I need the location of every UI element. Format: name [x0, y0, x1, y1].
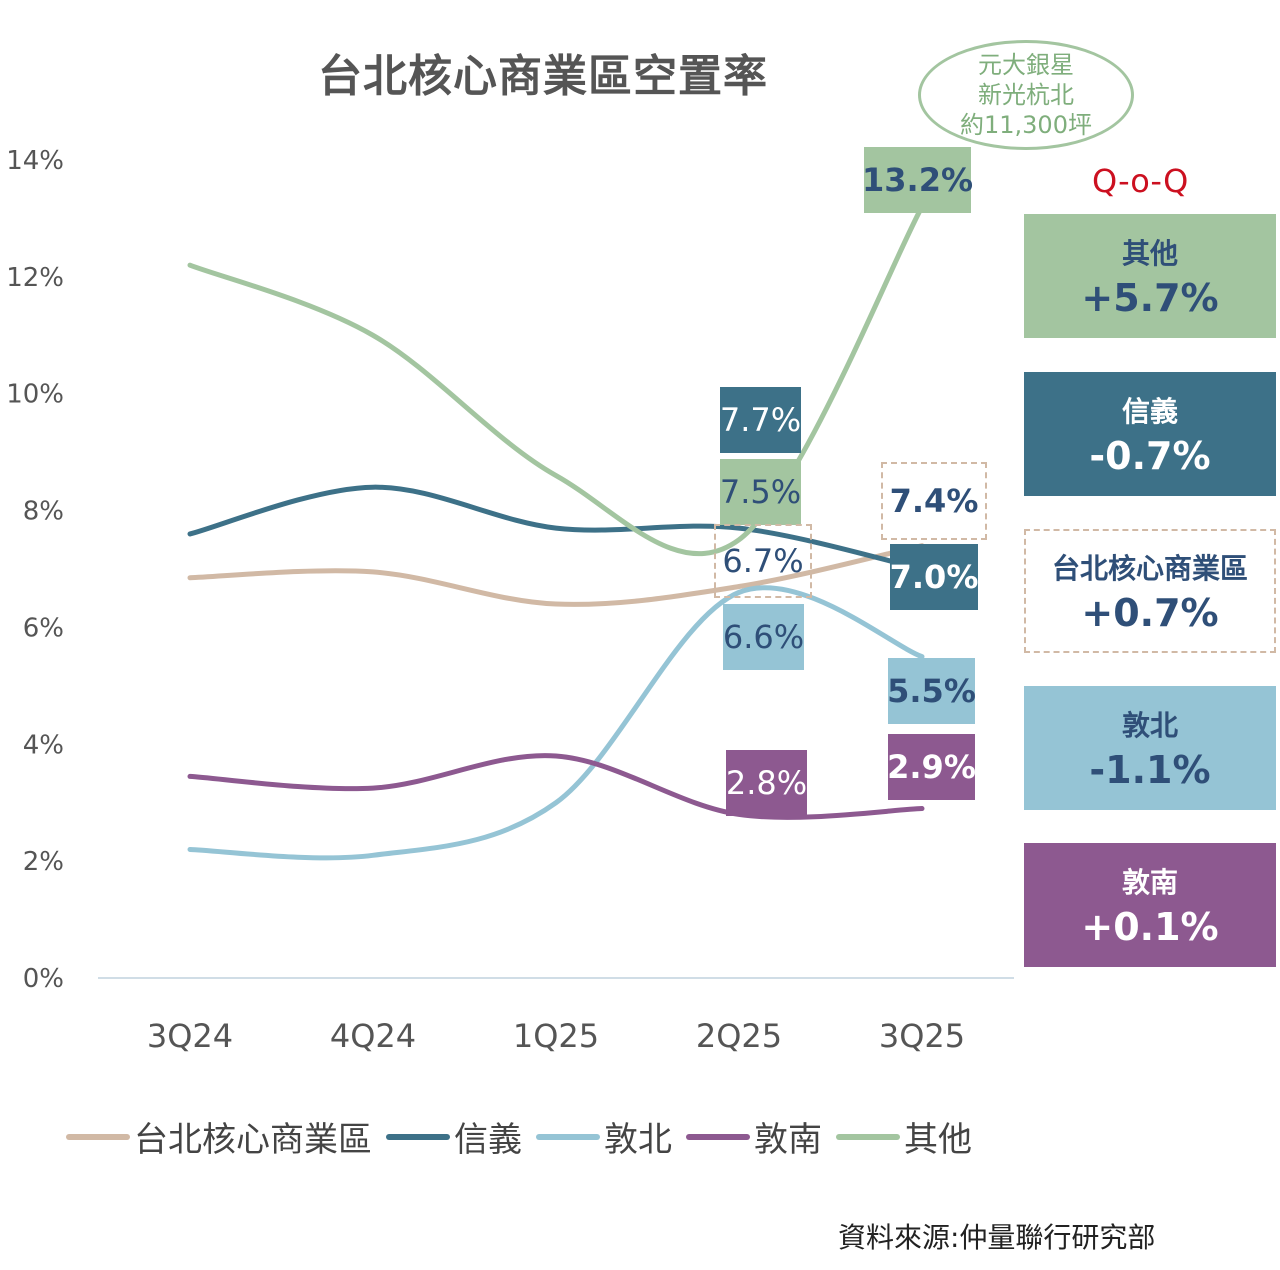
data-label-other-2q25: 7.5%: [720, 459, 801, 525]
data-label-xinyi-3q25: 7.0%: [890, 544, 978, 610]
qoq-value: +0.1%: [1081, 905, 1219, 949]
legend: 台北核心商業區 信義 敦北 敦南 其他: [66, 1112, 986, 1161]
annotation-bubble: 元大銀星 新光杭北 約11,300坪: [918, 40, 1134, 150]
y-tick-label: 12%: [6, 263, 64, 293]
legend-label: 敦南: [754, 1120, 822, 1160]
legend-label: 敦北: [604, 1120, 672, 1160]
legend-swatch: [66, 1133, 130, 1140]
qoq-name: 其他: [1121, 237, 1178, 270]
legend-item: 信義: [386, 1112, 522, 1161]
data-label-core-3q25: 7.4%: [881, 462, 987, 540]
qoq-value: -1.1%: [1089, 748, 1211, 792]
qoq-box-xinyi: 信義 -0.7%: [1024, 372, 1276, 496]
legend-label: 其他: [904, 1120, 972, 1160]
data-label-xinyi-2q25: 7.7%: [720, 387, 801, 453]
data-label-dunbei-3q25: 5.5%: [887, 658, 976, 724]
qoq-box-other: 其他 +5.7%: [1024, 214, 1276, 338]
qoq-box-dunbei: 敦北 -1.1%: [1024, 686, 1276, 810]
x-tick-label: 2Q25: [696, 1017, 782, 1055]
y-tick-label: 2%: [23, 847, 64, 877]
data-label-core-2q25: 6.7%: [714, 524, 812, 598]
series-line-敦北: [187, 585, 925, 861]
legend-item: 其他: [836, 1112, 972, 1161]
y-tick-label: 8%: [23, 497, 64, 527]
data-label-dunbei-2q25: 6.6%: [723, 604, 804, 670]
y-tick-label: 10%: [6, 380, 64, 410]
x-tick-label: 1Q25: [513, 1017, 599, 1055]
chart-title: 台北核心商業區空置率: [318, 51, 768, 102]
qoq-name: 敦南: [1121, 866, 1178, 899]
annotation-line: 新光杭北: [978, 81, 1074, 109]
data-label-other-3q25: 13.2%: [862, 147, 973, 213]
x-tick-label: 3Q24: [147, 1017, 233, 1055]
annotation-line: 約11,300坪: [960, 111, 1092, 139]
legend-swatch: [386, 1133, 450, 1140]
legend-item: 台北核心商業區: [66, 1112, 372, 1161]
qoq-box-dunnan: 敦南 +0.1%: [1024, 843, 1276, 967]
data-label-dunnan-3q25: 2.9%: [887, 734, 976, 800]
source-note: 資料來源:仲量聯行研究部: [838, 1221, 1156, 1254]
legend-swatch: [686, 1133, 750, 1140]
y-tick-label: 0%: [23, 964, 64, 994]
legend-swatch: [536, 1133, 600, 1140]
x-tick-label: 4Q24: [330, 1017, 416, 1055]
legend-label: 信義: [454, 1120, 522, 1160]
y-tick-label: 4%: [23, 730, 64, 760]
legend-item: 敦南: [686, 1112, 822, 1161]
qoq-name: 台北核心商業區: [1051, 552, 1248, 585]
qoq-value: -0.7%: [1089, 434, 1211, 478]
series-line-敦南: [187, 753, 925, 820]
x-tick-label: 3Q25: [879, 1017, 965, 1055]
qoq-name: 敦北: [1121, 709, 1178, 742]
qoq-title: Q-o-Q: [1092, 162, 1189, 200]
data-label-dunnan-2q25: 2.8%: [726, 750, 807, 816]
legend-label: 台北核心商業區: [134, 1120, 372, 1160]
qoq-value: +0.7%: [1081, 591, 1219, 635]
legend-swatch: [836, 1133, 900, 1140]
qoq-box-core: 台北核心商業區 +0.7%: [1024, 529, 1276, 653]
y-tick-label: 14%: [6, 146, 64, 176]
legend-item: 敦北: [536, 1112, 672, 1161]
annotation-line: 元大銀星: [978, 51, 1074, 79]
series-line-其他: [187, 204, 925, 556]
y-tick-label: 6%: [23, 613, 64, 643]
qoq-value: +5.7%: [1081, 276, 1219, 320]
qoq-name: 信義: [1121, 395, 1178, 428]
